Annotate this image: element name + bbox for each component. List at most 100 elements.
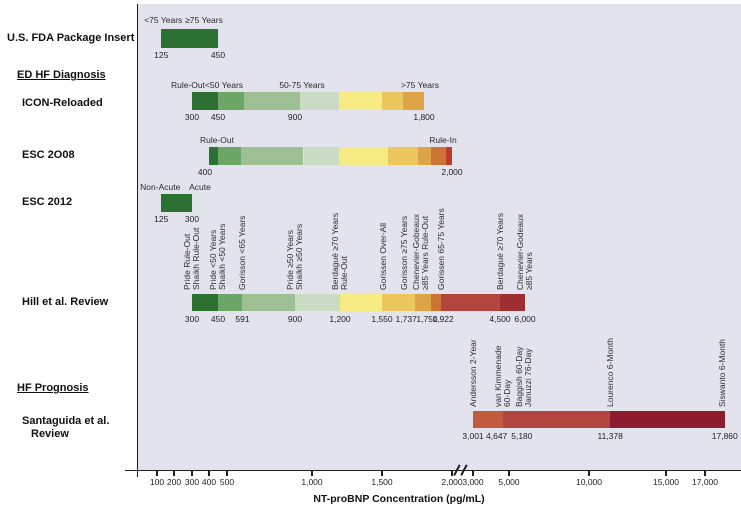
x-axis-tick <box>311 470 313 476</box>
bar-vertical-label: Gorisson <65 Years <box>237 215 248 290</box>
bar-segment-icon-reloaded <box>300 92 339 110</box>
cutoff-value: 1,550 <box>371 314 393 324</box>
vertical-label-line: Lourenco 6-Month <box>604 338 615 407</box>
bar-segment-hill-review <box>500 294 525 311</box>
cutoff-value: 400 <box>197 167 213 177</box>
vertical-label-line: Gorisson <65 Years <box>237 215 248 290</box>
bar-vertical-label: Pride ≥50 Years Shaikh ≥50 Years <box>285 224 304 290</box>
cutoff-value: 900 <box>287 314 303 324</box>
cutoff-value: 300 <box>184 112 200 122</box>
bar-segment-hill-review <box>192 294 218 311</box>
cutoff-value: 900 <box>287 112 303 122</box>
bar-segment-esc-2008 <box>338 147 388 165</box>
x-axis-tick <box>451 470 453 476</box>
x-axis-tick <box>588 470 590 476</box>
bar-annotation: >75 Years <box>400 80 440 90</box>
row-label-line: HF Prognosis <box>17 382 89 394</box>
cutoff-value: 450 <box>210 314 226 324</box>
bar-vertical-label: Siswanto 6-Month <box>717 339 727 407</box>
bar-annotation: ≥75 Years <box>185 15 223 25</box>
bar-segment-esc-2008 <box>387 147 419 165</box>
x-axis-tick <box>508 470 510 476</box>
plot-background <box>138 4 741 470</box>
cutoff-value: 5,180 <box>511 431 533 441</box>
cutoff-value: 1,737 <box>395 314 417 324</box>
bar-segment-icon-reloaded <box>192 92 218 110</box>
bar-segment-hill-review <box>242 294 295 311</box>
row-label-hf-prognosis: HF Prognosis <box>17 382 89 395</box>
row-label-line: Santaguida et al. <box>22 415 110 427</box>
bar-segment-esc-2008 <box>418 147 431 165</box>
cutoff-value: 11,378 <box>597 431 623 441</box>
row-label-hill-review: Hill et al. Review <box>22 296 108 309</box>
cutoff-value: 1,750 <box>416 314 438 324</box>
x-axis-tick-label: 15,000 <box>653 477 679 487</box>
bar-segment-esc-2008 <box>431 147 447 165</box>
bar-vertical-label: Pride <50 Years Shaikh <50 Years <box>208 224 227 290</box>
x-axis-title: NT-proBNP Concentration (pg/mL) <box>313 493 485 505</box>
x-axis-tick <box>156 470 158 476</box>
vertical-label-line: Gorissen Over-All <box>377 222 388 290</box>
vertical-label-line: Andersson 2-Year <box>467 339 478 407</box>
vertical-label-line: 60-Day <box>501 379 512 407</box>
bar-segment-icon-reloaded <box>338 92 382 110</box>
bar-vertical-label: Chenevier-Gobeaux ≥85 Years Rule-Out <box>411 214 430 290</box>
bar-vertical-label: Pride Rule-Out Shaikh Rule-Out <box>182 227 201 290</box>
cutoff-value: 125 <box>154 214 169 224</box>
bar-segment-hill-review <box>218 294 243 311</box>
x-axis-tick-label: 2,000 <box>441 477 463 487</box>
bar-vertical-label: Chenevier-Godeaux ≥85 Years <box>515 214 534 290</box>
row-label-ed-hf-diagnosis: ED HF Diagnosis <box>17 69 106 82</box>
cutoff-value: 1,922 <box>432 314 454 324</box>
bar-segment-esc-2008 <box>209 147 218 165</box>
bar-segment-icon-reloaded <box>244 92 301 110</box>
bar-annotation: <50 Years <box>204 80 244 90</box>
bar-vertical-label: Baggish 60-Day Januzzi 76-Day <box>514 347 533 407</box>
x-axis-tick-label: 200 <box>166 477 182 487</box>
cutoff-value: 1,800 <box>413 112 435 122</box>
bar-segment-hill-review <box>441 294 500 311</box>
bar-segment-fda <box>161 29 218 48</box>
x-axis-tick <box>208 470 210 476</box>
bar-segment-esc-2008 <box>446 147 452 165</box>
x-axis-tick-label: 300 <box>184 477 200 487</box>
row-label-line: U.S. FDA Package Insert <box>7 32 135 44</box>
row-label-line: ICON-Reloaded <box>22 97 103 109</box>
cutoff-value: 2,000 <box>441 167 463 177</box>
bar-segment-hill-review <box>295 294 340 311</box>
bar-segment-santaguida-review <box>473 411 503 428</box>
vertical-label-line: Berdagué ≥70 Years <box>494 213 505 290</box>
x-axis-tick-label: 1,000 <box>301 477 323 487</box>
x-axis-tick-label: 17,000 <box>692 477 718 487</box>
vertical-label-line: Shaikh Rule-Out <box>190 227 201 290</box>
bar-vertical-label: Lourenco 6-Month <box>604 338 615 407</box>
vertical-label-line: Gorisson ≥75 Years <box>398 215 409 290</box>
vertical-label-line: Gorissen 65-75 Years <box>435 208 446 290</box>
bar-annotation: Rule-In <box>429 135 457 145</box>
bar-vertical-label: van Kimmenade 60-Day <box>493 346 512 407</box>
x-axis-tick-label: 100 <box>149 477 165 487</box>
x-axis-tick-label: 3,000 <box>462 477 484 487</box>
bar-segment-esc-2008 <box>218 147 241 165</box>
bar-annotation: <75 Years <box>144 15 183 25</box>
cutoff-value: 1,200 <box>329 314 351 324</box>
bar-vertical-label: Berdagué ≥70 Years <box>494 213 505 290</box>
row-label-line: Review <box>31 428 69 440</box>
bar-segment-hill-review <box>415 294 431 311</box>
vertical-label-line: Rule-Out <box>338 255 349 290</box>
bar-segment-esc-2008 <box>303 147 339 165</box>
row-label-esc-2012: ESC 2012 <box>22 196 72 209</box>
cutoff-value: 125 <box>154 50 169 60</box>
vertical-label-line: Januzzi 76-Day <box>522 348 533 407</box>
vertical-label-line: ≥85 Years <box>523 252 534 290</box>
row-label-line: ESC 2O08 <box>22 149 75 161</box>
x-axis-tick <box>173 470 175 476</box>
bar-segment-icon-reloaded <box>218 92 244 110</box>
x-axis-tick-label: 500 <box>219 477 235 487</box>
cutoff-value: 6,000 <box>514 314 536 324</box>
x-axis-tick-label: 5,000 <box>498 477 520 487</box>
bar-vertical-label: Gorissen Over-All <box>377 222 388 290</box>
x-axis-tick-label: 400 <box>201 477 217 487</box>
bar-annotation: Non-Acute <box>140 182 181 192</box>
